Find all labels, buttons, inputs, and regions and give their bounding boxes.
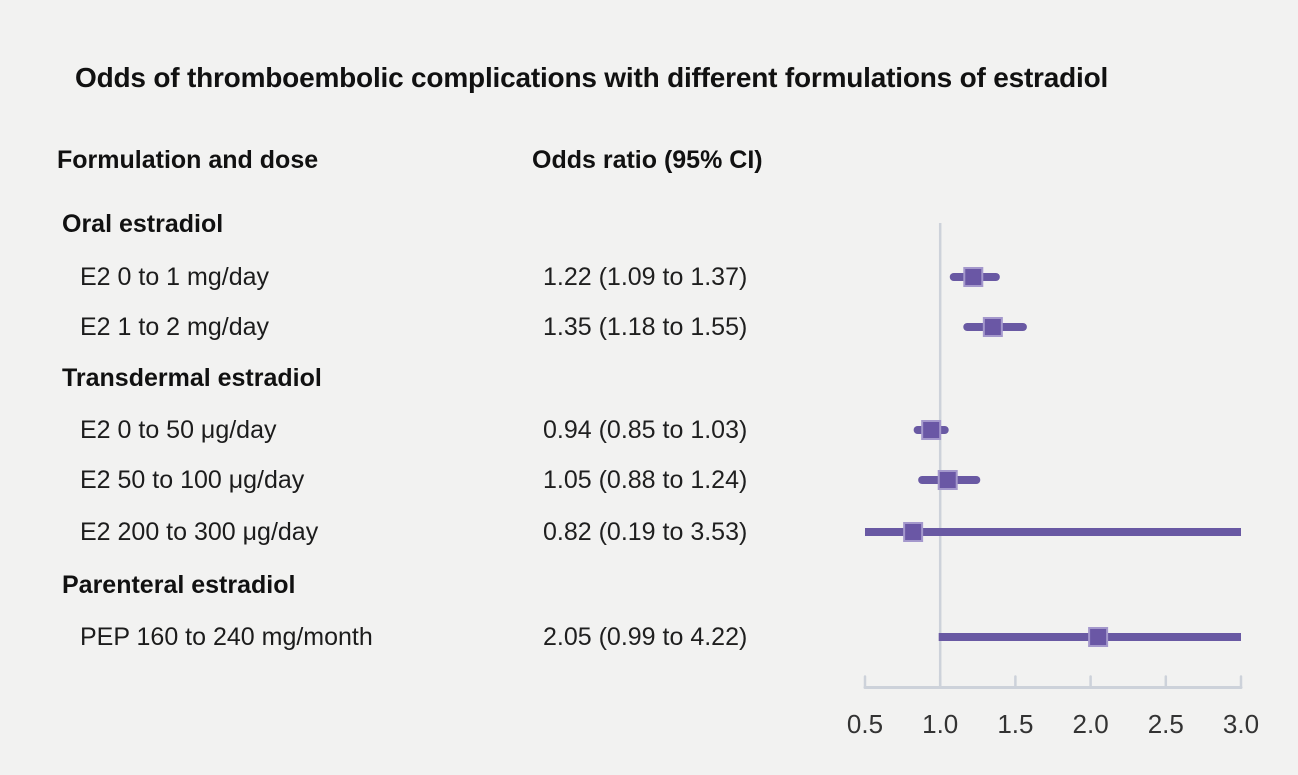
x-axis-tick-label: 2.0 [1073, 709, 1109, 739]
odds-ratio-marker [963, 267, 984, 287]
row-label: PEP 160 to 240 mg/month [80, 623, 373, 651]
row-label: E2 50 to 100 μg/day [80, 466, 305, 494]
row-label: E2 1 to 2 mg/day [80, 313, 270, 341]
row-odds-ratio-value: 2.05 (0.99 to 4.22) [543, 623, 748, 651]
x-axis-tick-label: 2.5 [1148, 709, 1184, 739]
row-label: E2 0 to 50 μg/day [80, 416, 277, 444]
column-header-formulation-and-dose: Formulation and dose [57, 146, 319, 174]
group-label: Oral estradiol [62, 210, 224, 238]
figure-title: Odds of thromboembolic complications wit… [75, 62, 1109, 93]
x-axis-tick-label: 1.0 [922, 709, 958, 739]
row-odds-ratio-value: 1.22 (1.09 to 1.37) [543, 263, 748, 291]
odds-ratio-marker [921, 420, 942, 440]
row-label: E2 200 to 300 μg/day [80, 518, 319, 546]
odds-ratio-marker [903, 522, 924, 542]
group-label: Parenteral estradiol [62, 571, 296, 599]
group-label: Transdermal estradiol [62, 364, 322, 392]
column-header-odds-ratio: Odds ratio (95% CI) [532, 146, 763, 174]
row-odds-ratio-value: 1.35 (1.18 to 1.55) [543, 313, 748, 341]
row-label: E2 0 to 1 mg/day [80, 263, 270, 291]
odds-ratio-marker [937, 470, 958, 490]
row-odds-ratio-value: 0.82 (0.19 to 3.53) [543, 518, 748, 546]
x-axis-tick-label: 3.0 [1223, 709, 1259, 739]
row-odds-ratio-value: 1.05 (0.88 to 1.24) [543, 466, 748, 494]
row-odds-ratio-value: 0.94 (0.85 to 1.03) [543, 416, 748, 444]
x-axis-tick-label: 0.5 [847, 709, 883, 739]
odds-ratio-marker [982, 317, 1003, 337]
x-axis-tick-label: 1.5 [997, 709, 1033, 739]
odds-ratio-marker [1088, 627, 1109, 647]
